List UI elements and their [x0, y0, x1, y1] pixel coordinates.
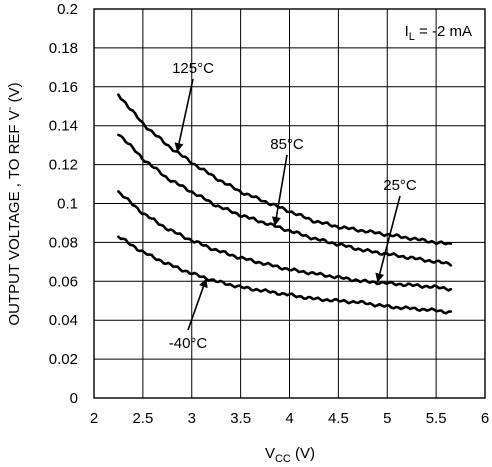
- x-axis-label-unit: (V): [291, 445, 315, 462]
- annotation-arrowhead: [271, 216, 281, 227]
- y-tick-label: 0.06: [49, 273, 78, 290]
- annotation-arrowhead: [174, 142, 184, 153]
- annotation-leader: [176, 78, 194, 153]
- x-tick-label: 4: [285, 410, 293, 427]
- annotations: 125°C 85°C 25°C -40°C: [169, 60, 417, 352]
- y-tick-label: 0.02: [49, 351, 78, 368]
- x-axis-label: VCC (V): [265, 445, 315, 465]
- annotation-label: 25°C: [383, 177, 417, 194]
- annotation-leader: [274, 154, 288, 227]
- annotation-leader: [187, 277, 208, 331]
- series-line-2: [117, 190, 453, 292]
- annotation-label: 125°C: [172, 60, 214, 77]
- annotation-label: 85°C: [270, 136, 304, 153]
- condition-sub: L: [409, 31, 415, 43]
- y-tick-labels: 0 0.02 0.04 0.06 0.08 0.1 0.12 0.14 0.16 0.18 0.2: [49, 1, 78, 407]
- plot-frame: [93, 8, 486, 399]
- condition-label: IL = -2 mA: [405, 23, 472, 43]
- grid: [94, 9, 485, 398]
- x-axis-label-main: V: [265, 445, 275, 462]
- y-axis-label: OUTPUT VOLTAGE , TO REF V- (V): [4, 82, 23, 325]
- annotation-leader: [376, 195, 401, 283]
- y-tick-label: 0.14: [49, 118, 78, 135]
- x-tick-label: 2: [90, 410, 98, 427]
- x-tick-label: 2.5: [132, 410, 153, 427]
- series-line-1: [117, 133, 453, 267]
- condition-prefix: I: [405, 23, 409, 40]
- y-axis-label-unit: (V): [6, 82, 23, 106]
- y-tick-label: 0.04: [49, 312, 78, 329]
- series-layer: [117, 93, 453, 315]
- condition-suffix: = -2 mA: [415, 23, 472, 40]
- annotation-arrowhead: [199, 278, 208, 289]
- x-axis-label-sub: CC: [275, 453, 291, 465]
- x-tick-label: 3.5: [230, 410, 251, 427]
- series-line-0: [117, 93, 453, 246]
- y-axis-label-sup: -: [4, 106, 16, 110]
- x-tick-label: 5: [383, 410, 391, 427]
- x-tick-label: 5.5: [426, 410, 447, 427]
- y-tick-label: 0.1: [57, 196, 78, 213]
- annotation-arrowhead: [375, 272, 385, 283]
- x-tick-labels: 2 2.5 3 3.5 4 4.5 5 5.5 6: [90, 410, 489, 427]
- y-tick-label: 0.12: [49, 157, 78, 174]
- y-tick-label: 0.08: [49, 234, 78, 251]
- series-line-3: [117, 235, 453, 315]
- annotation-label: -40°C: [169, 335, 208, 352]
- x-tick-label: 3: [188, 410, 196, 427]
- x-tick-label: 4.5: [328, 410, 349, 427]
- y-axis-label-main: OUTPUT VOLTAGE , TO REF V: [6, 110, 23, 325]
- x-tick-label: 6: [481, 410, 489, 427]
- y-tick-label: 0.16: [49, 79, 78, 96]
- y-tick-label: 0.2: [57, 1, 78, 18]
- y-tick-label: 0.18: [49, 40, 78, 57]
- y-tick-label: 0: [70, 390, 78, 407]
